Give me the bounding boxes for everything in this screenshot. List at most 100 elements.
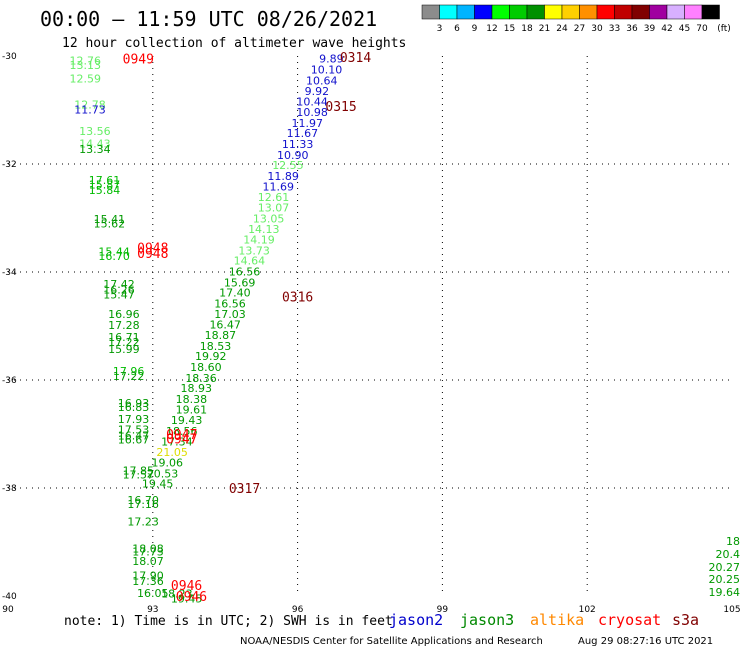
swh-value: 10.10 — [311, 64, 343, 77]
colorbar-tick-label: 39 — [644, 24, 656, 34]
swh-value: 12.59 — [69, 73, 101, 86]
swh-value: 13.34 — [79, 143, 111, 156]
colorbar-tick-label: 18 — [521, 24, 533, 34]
colorbar-swatch — [474, 4, 493, 20]
swh-value: 21.05 — [156, 446, 188, 459]
colorbar-swatch — [509, 4, 528, 20]
swh-value: 17.34 — [161, 436, 193, 449]
swh-value: 15.84 — [89, 184, 121, 197]
swh-value: 17.57 — [123, 469, 155, 482]
x-tick-label: 90 — [2, 605, 14, 615]
satellite-legend: jason2 jason3 altika cryosat s3a — [389, 611, 699, 629]
swh-value: 17.96 — [113, 365, 145, 378]
swh-value: 9.92 — [305, 85, 330, 98]
colorbar-swatch — [649, 4, 668, 20]
legend-entry: altika — [530, 611, 584, 629]
swh-value: 16.83 — [118, 401, 150, 414]
swh-value: 17.23 — [127, 515, 159, 528]
swh-value: 16.70 — [98, 250, 130, 263]
swh-value: 18 — [726, 535, 740, 548]
swh-value: 11.97 — [292, 117, 324, 130]
swh-value: 18.60 — [190, 361, 222, 374]
swh-value: 14.19 — [243, 234, 275, 247]
colorbar-tick-label: 42 — [661, 24, 672, 34]
swh-value: 11.89 — [267, 170, 299, 183]
swh-value: 17.73 — [132, 546, 164, 559]
pass-time-label: 0314 — [340, 51, 371, 66]
axis-ticks: 90 93 96 99 102 105 -30 -32 -34 -36 -38 -40 — [2, 52, 740, 615]
swh-value: 18.87 — [205, 329, 237, 342]
swh-value: 12.78 — [74, 99, 106, 112]
colorbar-swatch — [596, 4, 615, 20]
colorbar-swatch — [579, 4, 598, 20]
swh-value: 17.28 — [108, 319, 140, 332]
pass-time-label: 0316 — [282, 290, 313, 305]
y-tick-label: -40 — [2, 592, 17, 602]
colorbar-tick-label: 15 — [504, 24, 515, 34]
swh-value: 18.08 — [132, 542, 164, 555]
legend-entry: cryosat — [598, 611, 661, 629]
pass-time-label: 0946 — [171, 579, 202, 594]
colorbar-swatch — [684, 4, 703, 20]
swh-value: 14.64 — [234, 255, 266, 268]
colorbar-swatch — [614, 4, 633, 20]
colorbar-tick-label: 12 — [486, 24, 497, 34]
grid-lines — [8, 56, 732, 596]
swh-value: 20.27 — [709, 561, 740, 574]
x-tick-label: 99 — [437, 605, 449, 615]
pass-time-label: 0317 — [229, 482, 260, 497]
swh-value: 17.16 — [127, 498, 159, 511]
legend-entry: jason3 — [460, 611, 514, 629]
colorbar-swatch — [491, 4, 510, 20]
colorbar-swatch — [561, 4, 580, 20]
swh-value: 13.13 — [69, 59, 101, 72]
swh-value: 19.92 — [195, 350, 227, 363]
colorbar-tick-label: 70 — [696, 24, 708, 34]
swh-value: 20.25 — [709, 573, 740, 586]
swh-value: 16.56 — [214, 297, 246, 310]
colorbar-tick-label: 24 — [556, 24, 568, 34]
swh-value: 17.36 — [132, 575, 164, 588]
swh-value: 16.47 — [209, 318, 241, 331]
swh-value: 16.26 — [103, 283, 135, 296]
swh-value: 17.90 — [132, 569, 164, 582]
pass-time-label: 0948 — [137, 242, 168, 257]
swh-value: 15.87 — [89, 179, 121, 192]
swh-value: 12.61 — [258, 191, 290, 204]
colorbar-tick-label: 36 — [626, 24, 638, 34]
y-tick-label: -34 — [2, 268, 17, 278]
swh-value: 17.85 — [123, 465, 155, 478]
swh-value: 20.4 — [716, 548, 740, 561]
swh-value: 17.61 — [89, 174, 121, 187]
footer-credit: NOAA/NESDIS Center for Satellite Applica… — [240, 636, 543, 647]
swh-value: 13.07 — [258, 202, 290, 215]
swh-value: 12.76 — [69, 54, 101, 67]
colorbar-swatch — [701, 4, 720, 20]
swh-value: 10.90 — [277, 149, 309, 162]
y-tick-label: -36 — [2, 376, 17, 386]
colorbar-tick-label: 45 — [679, 24, 690, 34]
colorbar-tick-label: 27 — [574, 24, 585, 34]
swh-value: 19.64 — [709, 586, 740, 599]
swh-value: 10.64 — [306, 74, 338, 87]
colorbar-tick-label: 30 — [591, 24, 603, 34]
colorbar-swatch — [421, 4, 440, 20]
colorbar-swatch — [439, 4, 458, 20]
colorbar-swatch — [544, 4, 563, 20]
swh-value: 17.93 — [118, 413, 150, 426]
x-tick-label: 105 — [723, 605, 740, 615]
swh-value: 15.99 — [108, 343, 140, 356]
colorbar-unit-label: (ft) — [717, 24, 731, 34]
y-tick-label: -38 — [2, 484, 17, 494]
swh-value: 20.53 — [147, 467, 179, 480]
swh-value: 13.56 — [79, 125, 111, 138]
swh-value: 12.55 — [272, 159, 304, 172]
x-tick-label: 93 — [147, 605, 158, 615]
colorbar-swatch — [526, 4, 545, 20]
swh-value: 11.67 — [287, 127, 319, 140]
pass-time-label: 0949 — [123, 53, 154, 68]
chart-title: 00:00 – 11:59 UTC 08/26/2021 — [40, 7, 377, 31]
swh-value: 18.93 — [180, 382, 212, 395]
y-tick-label: -30 — [2, 52, 17, 62]
chart-subtitle: 12 hour collection of altimeter wave hei… — [62, 36, 406, 51]
